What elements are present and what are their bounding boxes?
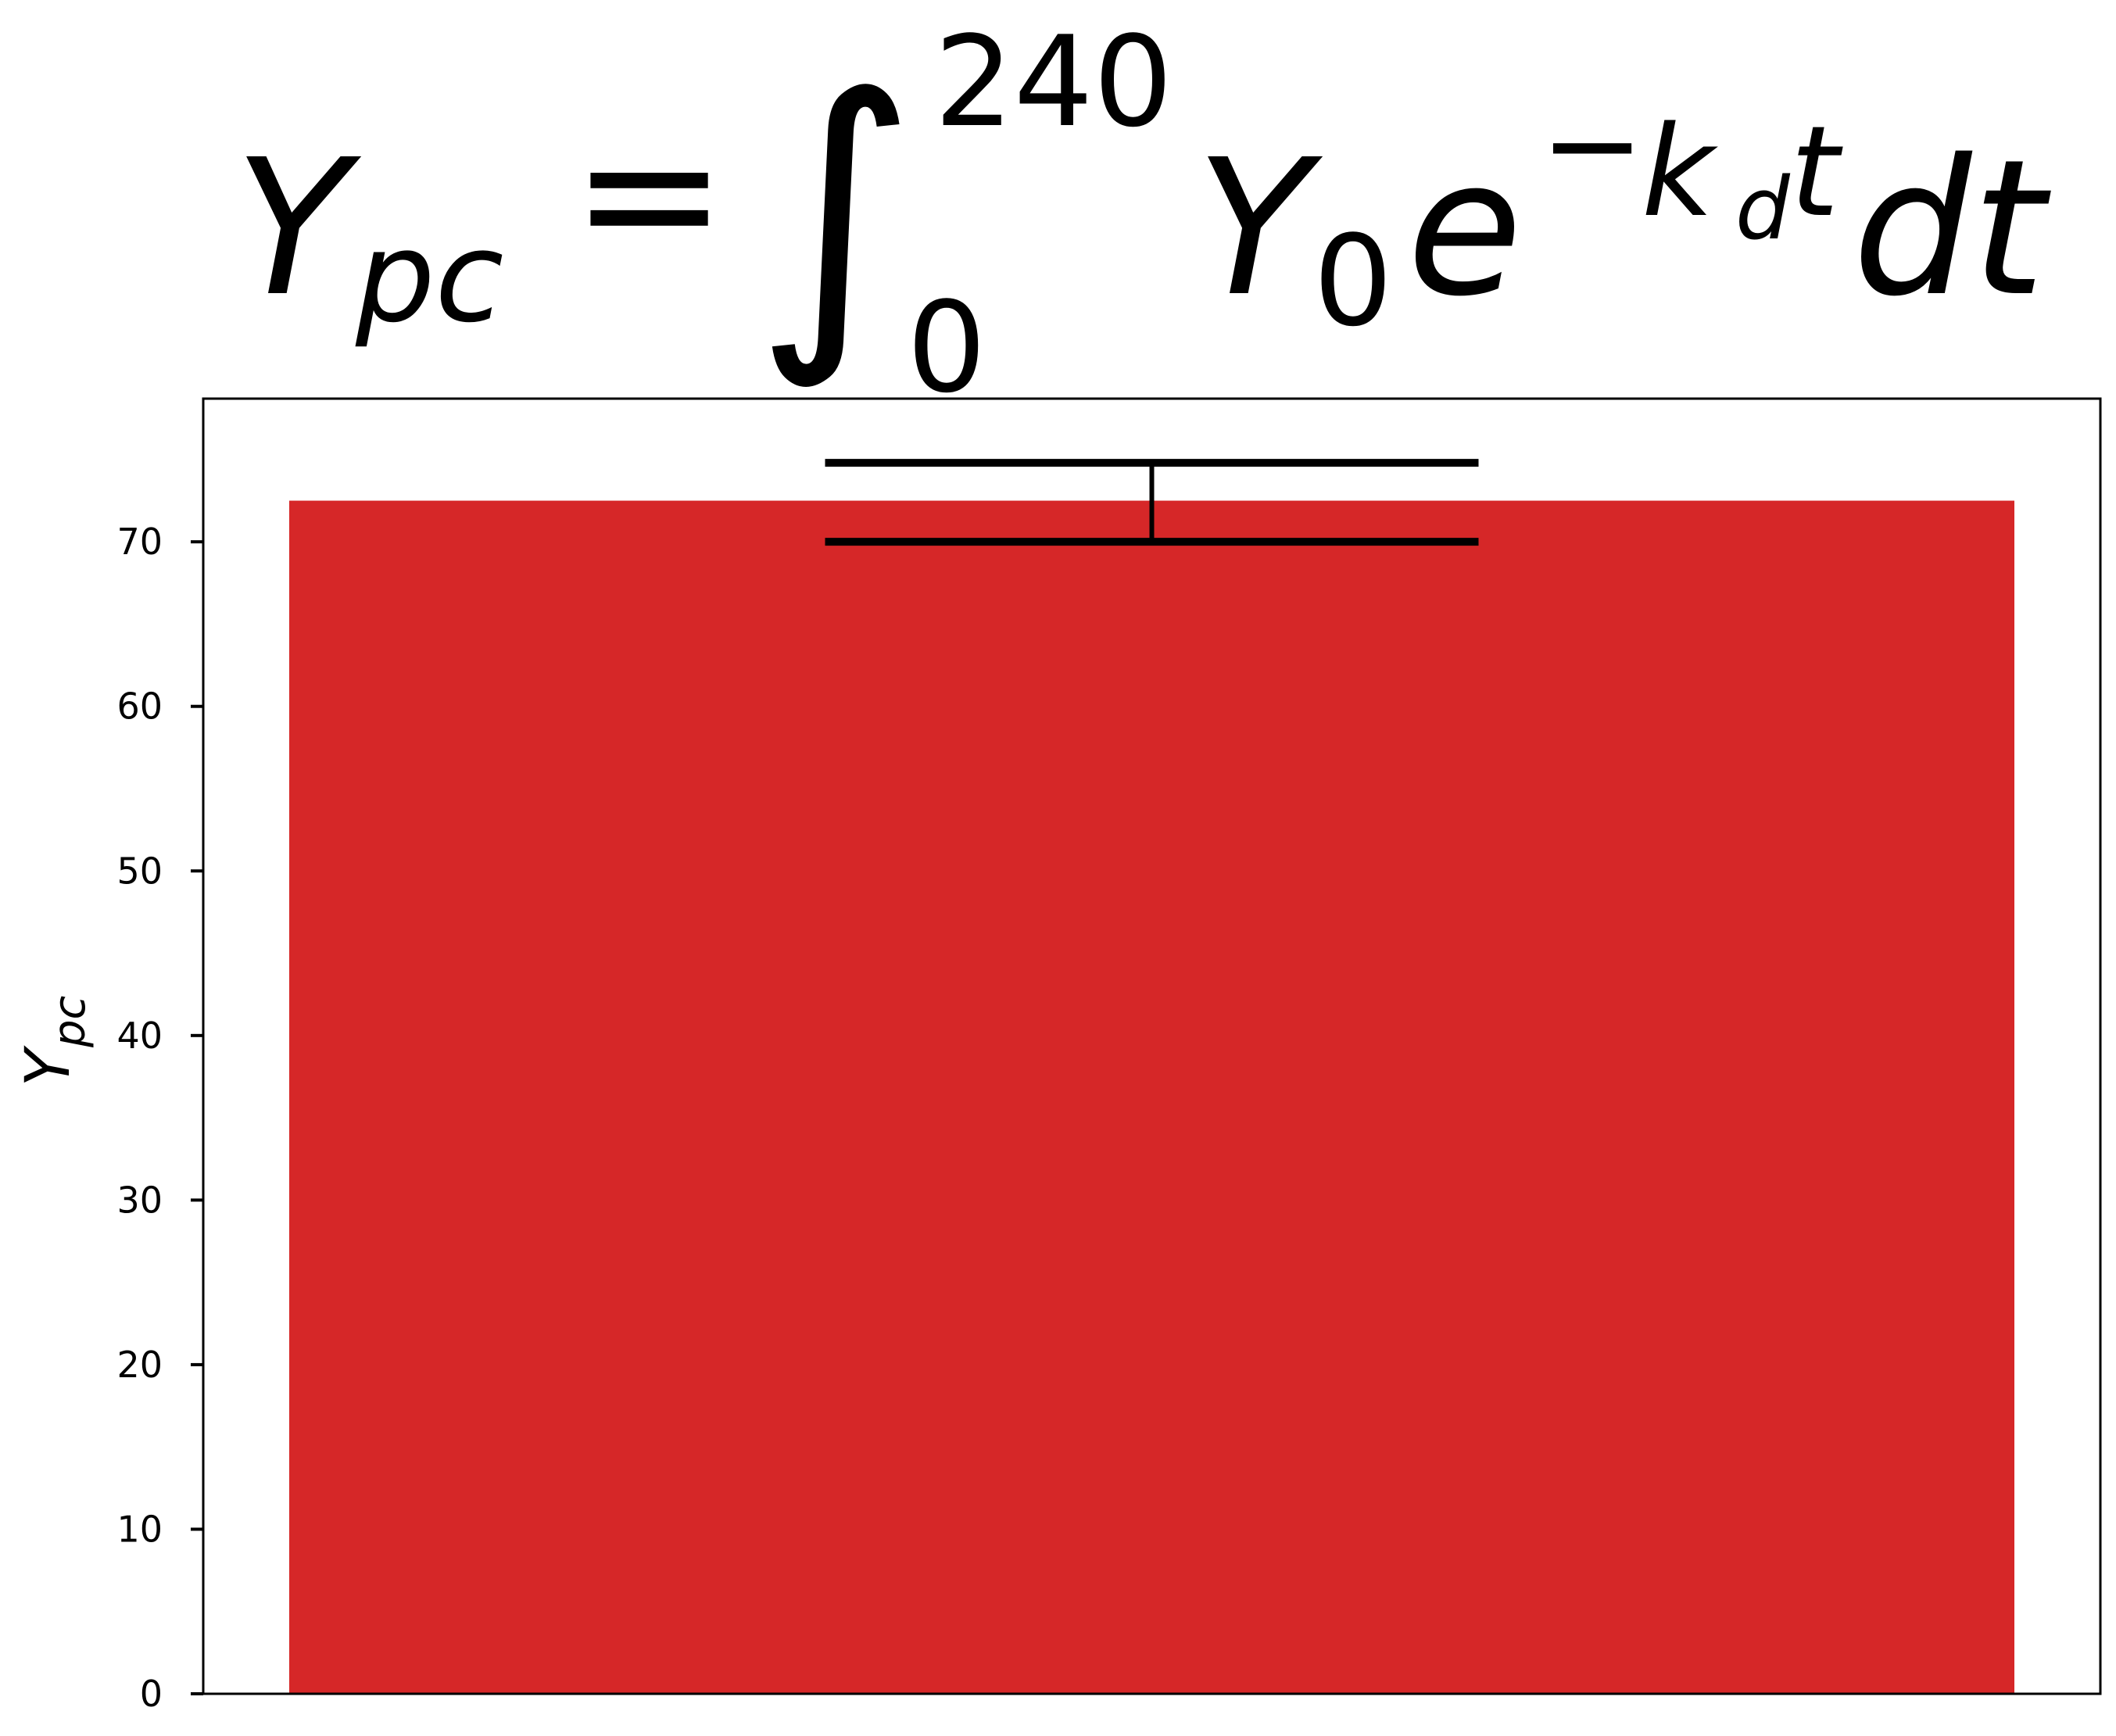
y-axis-label: Y pc xyxy=(13,995,95,1086)
title-integrand-base: Y xyxy=(1196,119,1323,338)
y-tick-label: 20 xyxy=(116,1344,163,1386)
y-tick-label: 70 xyxy=(116,521,163,563)
title-exp-k: k xyxy=(1642,98,1718,245)
title-integral: ∫ xyxy=(754,31,917,395)
y-axis-label-base: Y xyxy=(13,1045,84,1086)
title-lhs: Y xyxy=(235,119,362,338)
title-differential: dt xyxy=(1853,119,2051,338)
title-exp-k-subscript: d xyxy=(1735,159,1791,259)
y-tick-label: 0 xyxy=(140,1673,163,1715)
title-exp-t: t xyxy=(1790,98,1843,245)
y-tick-label: 10 xyxy=(116,1508,163,1550)
title-lhs-subscript: pc xyxy=(355,204,504,350)
y-axis-label-subscript: pc xyxy=(45,995,95,1048)
title-integrand-subscript: 0 xyxy=(1313,208,1393,354)
y-tick-label: 30 xyxy=(116,1179,163,1221)
title-exp-minus: − xyxy=(1540,71,1645,217)
y-tick-label: 50 xyxy=(116,850,163,892)
title-exp-base: e xyxy=(1407,119,1523,338)
title-equals: = xyxy=(571,84,728,302)
y-tick-label: 40 xyxy=(116,1015,163,1057)
title-lower-limit: 0 xyxy=(907,274,986,421)
y-tick-label: 60 xyxy=(116,685,163,728)
title-upper-limit: 240 xyxy=(934,9,1173,155)
bar xyxy=(289,500,2014,1694)
axes-frame xyxy=(202,397,2102,1695)
plot-area: 0 10 20 30 40 50 60 70 xyxy=(116,459,2014,1715)
chart-title: Y pc = ∫ 240 0 Y 0 e − k d t dt xyxy=(235,9,2051,421)
